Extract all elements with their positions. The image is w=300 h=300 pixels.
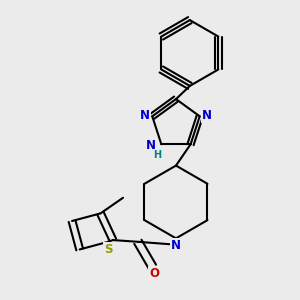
Text: N: N xyxy=(146,140,156,152)
Text: O: O xyxy=(149,267,159,280)
Text: N: N xyxy=(171,239,181,252)
Text: N: N xyxy=(202,109,212,122)
Text: H: H xyxy=(153,150,161,160)
Text: S: S xyxy=(104,243,112,256)
Text: N: N xyxy=(140,109,150,122)
